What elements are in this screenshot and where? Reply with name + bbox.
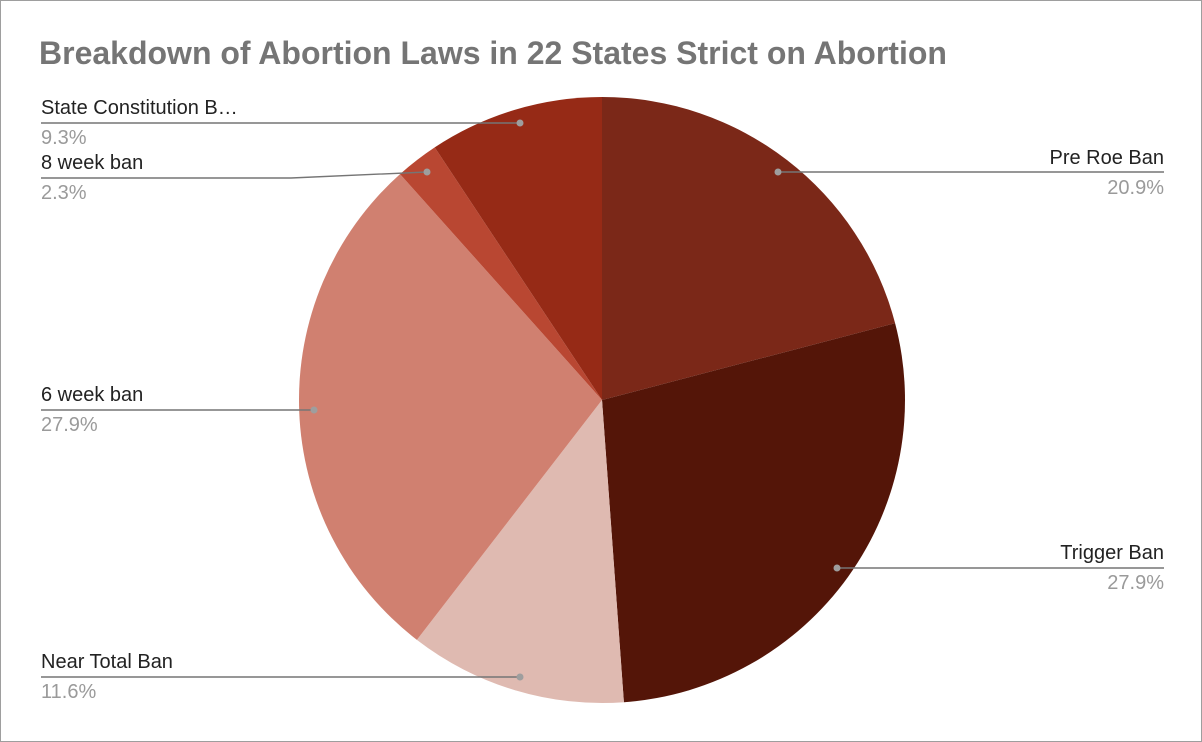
pie-slice-state-constitution-b: [434, 97, 602, 400]
leader-dot-state-constitution-b: [516, 119, 524, 127]
leader-line-8-week-ban: [41, 171, 428, 179]
leader-lines: [41, 119, 1164, 681]
slice-label-8-week-ban: 8 week ban: [41, 152, 143, 174]
leader-dot-6-week-ban: [310, 406, 318, 414]
slice-label-trigger-ban: Trigger Ban: [1060, 542, 1164, 564]
pie-slices: [298, 97, 905, 704]
slice-percent-pre-roe-ban: 20.9%: [1107, 177, 1164, 199]
leader-dot-near-total-ban: [516, 673, 524, 681]
slice-label-6-week-ban: 6 week ban: [41, 384, 143, 406]
pie-slice-near-total-ban: [416, 400, 624, 704]
slice-percent-state-constitution-b: 9.3%: [41, 127, 87, 149]
slice-label-state-constitution-b: State Constitution B…: [41, 97, 238, 119]
pie-slice-8-week-ban: [400, 147, 602, 400]
chart-title: Breakdown of Abortion Laws in 22 States …: [39, 35, 947, 71]
leader-dot-8-week-ban: [423, 168, 431, 176]
slice-percent-8-week-ban: 2.3%: [41, 182, 87, 204]
pie-slice-trigger-ban: [602, 323, 905, 703]
slice-label-near-total-ban: Near Total Ban: [41, 651, 173, 673]
slice-labels: Pre Roe Ban 20.9% Trigger Ban 27.9% Near Tot…: [41, 97, 1164, 703]
slice-percent-near-total-ban: 11.6%: [41, 681, 96, 703]
slice-percent-6-week-ban: 27.9%: [41, 414, 98, 436]
pie-slice-6-week-ban: [298, 174, 602, 640]
slice-label-pre-roe-ban: Pre Roe Ban: [1049, 147, 1164, 169]
slice-percent-trigger-ban: 27.9%: [1107, 572, 1164, 594]
pie-slice-pre-roe-ban: [602, 97, 896, 400]
leader-dot-trigger-ban: [833, 564, 841, 572]
leader-dot-pre-roe-ban: [774, 168, 782, 176]
